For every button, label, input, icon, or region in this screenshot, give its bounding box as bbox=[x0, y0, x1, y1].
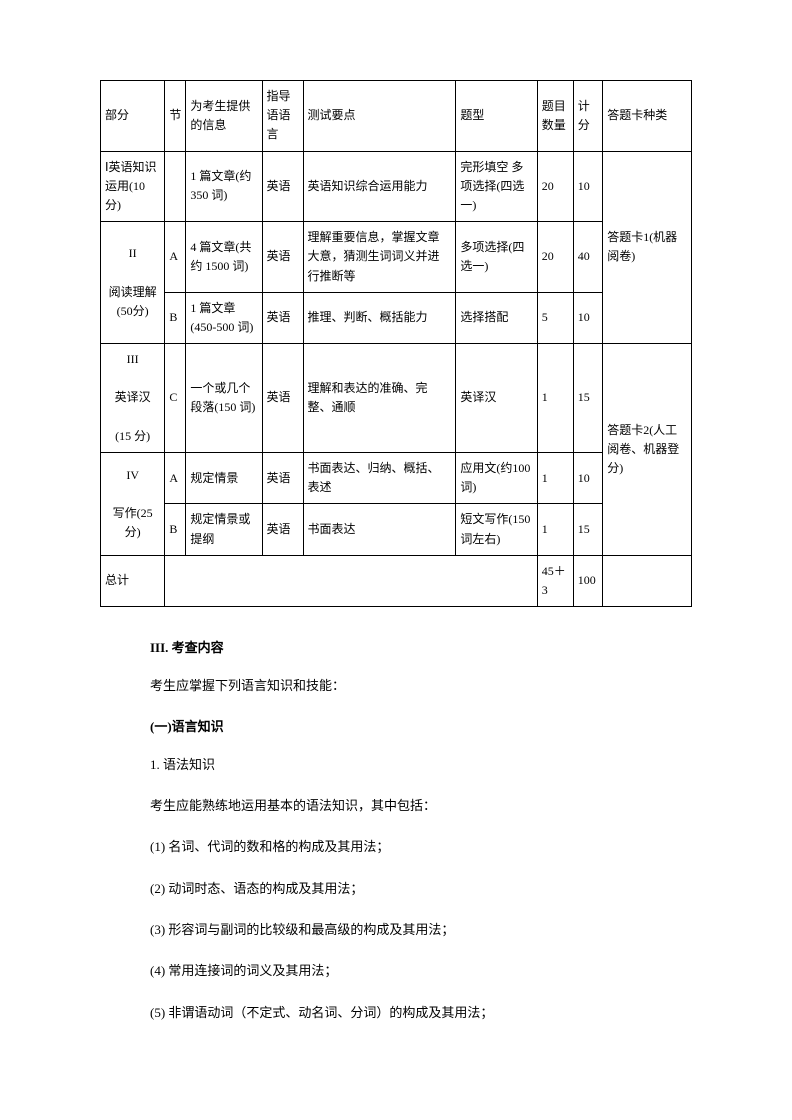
cell-score: 40 bbox=[573, 222, 603, 293]
grammar-sub3: (3) 形容词与副词的比较级和最高级的构成及其用法； bbox=[100, 918, 692, 941]
exam-structure-table: 部分 节 为考生提供的信息 指导语语言 测试要点 题型 题目数量 计分 答题卡种… bbox=[100, 80, 692, 607]
intro-text: 考生应掌握下列语言知识和技能： bbox=[100, 674, 692, 697]
cell-focus: 理解重要信息，掌握文章大意，猜测生词词义并进行推断等 bbox=[303, 222, 456, 293]
table-row: Ⅰ英语知识运用(10 分) 1 篇文章(约 350 词) 英语 英语知识综合运用… bbox=[101, 151, 692, 222]
cell-count: 1 bbox=[537, 453, 573, 504]
cell-qtype: 多项选择(四选一) bbox=[456, 222, 537, 293]
cell-total-count: 45＋3 bbox=[537, 555, 573, 606]
header-cell: 题型 bbox=[456, 81, 537, 152]
cell-info: 规定情景 bbox=[186, 453, 262, 504]
header-cell: 答题卡种类 bbox=[603, 81, 692, 152]
part-sublabel: 阅读理解(50分) bbox=[109, 285, 157, 318]
part-sublabel: 写作(25 分) bbox=[113, 506, 153, 539]
grammar-sub5: (5) 非谓语动词（不定式、动名词、分词）的构成及其用法； bbox=[100, 1001, 692, 1024]
cell-card: 答题卡1(机器阅卷) bbox=[603, 151, 692, 344]
cell-section: B bbox=[165, 504, 186, 555]
cell-focus: 书面表达 bbox=[303, 504, 456, 555]
header-cell: 题目数量 bbox=[537, 81, 573, 152]
cell-lang: 英语 bbox=[262, 504, 303, 555]
cell-part: III 英译汉 (15 分) bbox=[101, 344, 165, 453]
cell-section: A bbox=[165, 222, 186, 293]
cell-total-label: 总计 bbox=[101, 555, 165, 606]
cell-score: 10 bbox=[573, 292, 603, 343]
cell-focus: 推理、判断、概括能力 bbox=[303, 292, 456, 343]
table-total-row: 总计 45＋3 100 bbox=[101, 555, 692, 606]
cell-info: 一个或几个段落(150 词) bbox=[186, 344, 262, 453]
cell-lang: 英语 bbox=[262, 453, 303, 504]
cell-qtype: 完形填空 多项选择(四选一) bbox=[456, 151, 537, 222]
header-cell: 部分 bbox=[101, 81, 165, 152]
header-cell: 节 bbox=[165, 81, 186, 152]
part-label: II bbox=[129, 246, 137, 260]
cell-count: 1 bbox=[537, 344, 573, 453]
cell-qtype: 英译汉 bbox=[456, 344, 537, 453]
header-cell: 测试要点 bbox=[303, 81, 456, 152]
cell-focus: 书面表达、归纳、概括、表述 bbox=[303, 453, 456, 504]
cell-info: 规定情景或提纲 bbox=[186, 504, 262, 555]
cell-score: 10 bbox=[573, 453, 603, 504]
heading-language-knowledge: (一)语言知识 bbox=[100, 716, 692, 735]
cell-part: Ⅰ英语知识运用(10 分) bbox=[101, 151, 165, 222]
cell-total-score: 100 bbox=[573, 555, 603, 606]
cell-qtype: 应用文(约100 词) bbox=[456, 453, 537, 504]
cell-focus: 英语知识综合运用能力 bbox=[303, 151, 456, 222]
grammar-sub4: (4) 常用连接词的词义及其用法； bbox=[100, 959, 692, 982]
grammar-sub1: (1) 名词、代词的数和格的构成及其用法； bbox=[100, 835, 692, 858]
header-cell: 指导语语言 bbox=[262, 81, 303, 152]
cell-count: 20 bbox=[537, 151, 573, 222]
cell-blank bbox=[165, 555, 537, 606]
grammar-intro: 考生应能熟练地运用基本的语法知识，其中包括： bbox=[100, 794, 692, 817]
heading-exam-content: III. 考查内容 bbox=[100, 637, 692, 656]
cell-blank bbox=[603, 555, 692, 606]
table-row: III 英译汉 (15 分) C 一个或几个段落(150 词) 英语 理解和表达… bbox=[101, 344, 692, 453]
cell-info: 1 篇文章(450-500 词) bbox=[186, 292, 262, 343]
cell-score: 15 bbox=[573, 504, 603, 555]
cell-info: 4 篇文章(共约 1500 词) bbox=[186, 222, 262, 293]
cell-lang: 英语 bbox=[262, 222, 303, 293]
cell-qtype: 选择搭配 bbox=[456, 292, 537, 343]
cell-part: II 阅读理解(50分) bbox=[101, 222, 165, 344]
cell-section: C bbox=[165, 344, 186, 453]
part-label: III bbox=[127, 352, 139, 366]
cell-count: 5 bbox=[537, 292, 573, 343]
table-header-row: 部分 节 为考生提供的信息 指导语语言 测试要点 题型 题目数量 计分 答题卡种… bbox=[101, 81, 692, 152]
cell-count: 20 bbox=[537, 222, 573, 293]
header-cell: 计分 bbox=[573, 81, 603, 152]
part-sublabel2: (15 分) bbox=[115, 429, 150, 443]
cell-section: B bbox=[165, 292, 186, 343]
header-cell: 为考生提供的信息 bbox=[186, 81, 262, 152]
cell-lang: 英语 bbox=[262, 292, 303, 343]
cell-section bbox=[165, 151, 186, 222]
part-label: IV bbox=[126, 468, 139, 482]
cell-lang: 英语 bbox=[262, 344, 303, 453]
cell-score: 15 bbox=[573, 344, 603, 453]
grammar-sub2: (2) 动词时态、语态的构成及其用法； bbox=[100, 877, 692, 900]
cell-lang: 英语 bbox=[262, 151, 303, 222]
cell-info: 1 篇文章(约 350 词) bbox=[186, 151, 262, 222]
part-sublabel: 英译汉 bbox=[115, 390, 151, 404]
cell-section: A bbox=[165, 453, 186, 504]
cell-qtype: 短文写作(150 词左右) bbox=[456, 504, 537, 555]
cell-count: 1 bbox=[537, 504, 573, 555]
cell-card: 答题卡2(人工阅卷、机器登分) bbox=[603, 344, 692, 556]
grammar-title: 1. 语法知识 bbox=[100, 753, 692, 776]
cell-score: 10 bbox=[573, 151, 603, 222]
cell-part: IV 写作(25 分) bbox=[101, 453, 165, 556]
cell-focus: 理解和表达的准确、完整、通顺 bbox=[303, 344, 456, 453]
